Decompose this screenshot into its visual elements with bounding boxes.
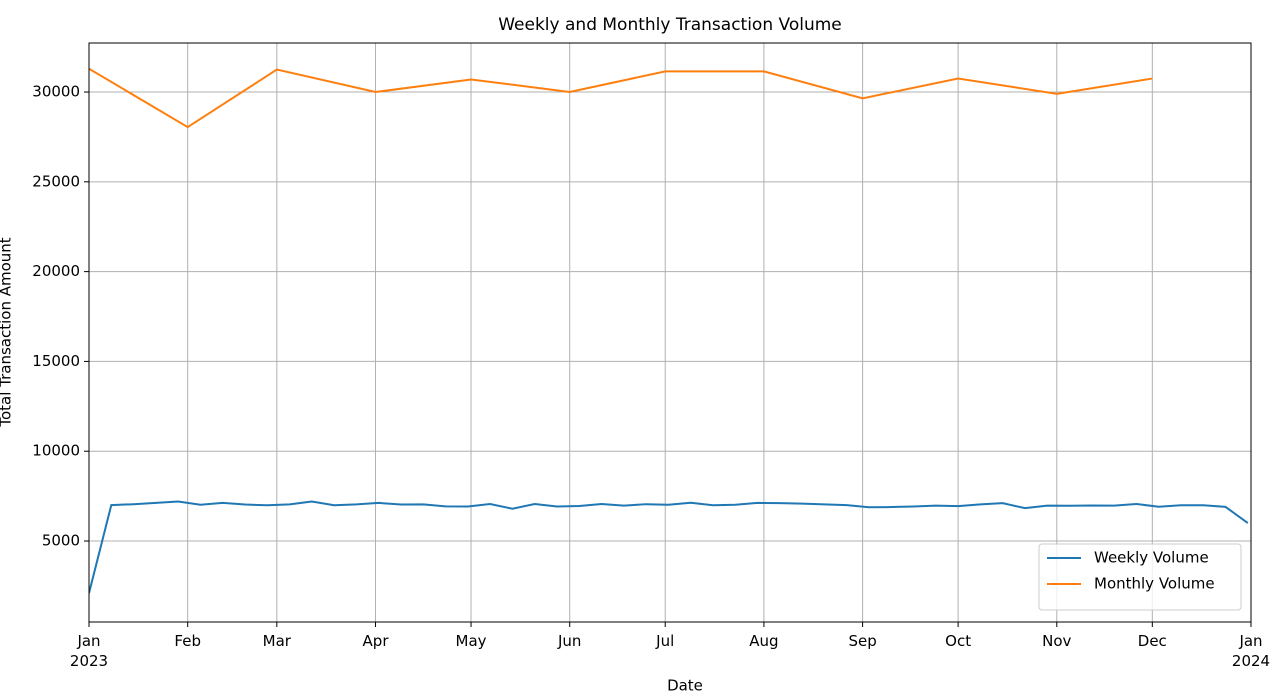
- y-tick-label: 5000: [42, 532, 80, 550]
- y-axis-label: Total Transaction Amount: [0, 237, 15, 427]
- x-tick-label: Jan 2024: [1231, 632, 1271, 670]
- y-tick-label: 25000: [32, 172, 80, 190]
- line-series: [89, 500, 1249, 594]
- x-tick-label: Apr: [362, 632, 389, 650]
- x-tick-label: Aug: [749, 632, 779, 650]
- x-tick-label: Jul: [656, 632, 675, 650]
- x-tick-label: Jun: [557, 632, 582, 650]
- x-tick-label: Oct: [945, 632, 972, 650]
- plot-frame: [88, 42, 1252, 623]
- y-tick-label: 10000: [32, 442, 80, 460]
- x-tick-label: Sep: [848, 632, 877, 650]
- x-tick-label: Feb: [174, 632, 201, 650]
- legend-label: Weekly Volume: [1094, 549, 1209, 567]
- x-tick-label: Dec: [1137, 632, 1167, 650]
- x-tick-label: Jan 2023: [69, 632, 109, 670]
- legend-box: [1038, 543, 1242, 611]
- y-tick-label: 30000: [32, 83, 80, 101]
- x-tick-label: Nov: [1042, 632, 1072, 650]
- y-tick-label: 20000: [32, 262, 80, 280]
- y-tick-label: 15000: [32, 352, 80, 370]
- legend-label: Monthly Volume: [1094, 575, 1215, 593]
- line-series: [89, 67, 1153, 129]
- x-axis-label: Date: [667, 677, 703, 695]
- x-tick-label: May: [455, 632, 487, 650]
- chart-title: Weekly and Monthly Transaction Volume: [498, 15, 842, 35]
- x-tick-label: Mar: [262, 632, 291, 650]
